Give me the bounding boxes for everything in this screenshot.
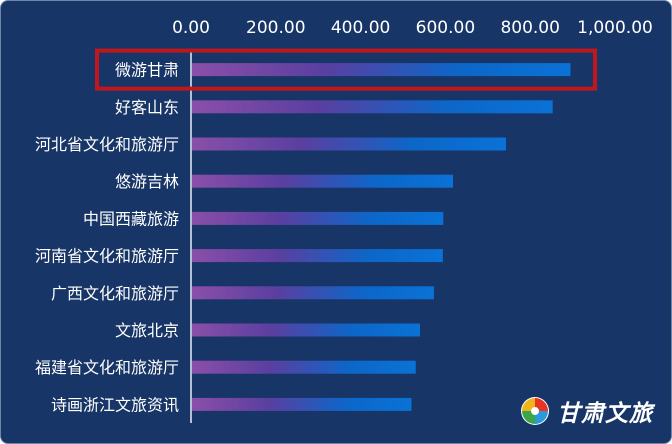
category-label: 微游甘肃 <box>115 61 179 80</box>
x-tick-label: 800.00 <box>500 18 559 38</box>
category-label: 悠游吉林 <box>115 172 179 191</box>
category-label: 中国西藏旅游 <box>83 209 179 228</box>
x-tick-label: 0.00 <box>172 18 210 38</box>
watermark-text: 甘肃文旅 <box>557 400 653 427</box>
bar <box>192 63 571 77</box>
bar <box>192 100 553 114</box>
x-tick-label: 400.00 <box>331 18 390 38</box>
highlight-box <box>95 48 597 91</box>
x-tick-label: 1,000.00 <box>577 18 653 38</box>
bar <box>192 137 507 151</box>
bar <box>192 397 412 411</box>
bar <box>192 249 443 263</box>
category-label: 广西文化和旅游厅 <box>51 284 179 303</box>
category-label: 河南省文化和旅游厅 <box>35 247 179 266</box>
bar <box>192 174 454 188</box>
bar <box>192 211 444 225</box>
bar <box>192 360 416 374</box>
logo-icon <box>521 397 549 425</box>
x-tick-label: 200.00 <box>246 18 305 38</box>
bar <box>192 286 434 300</box>
watermark-logo: 甘肃文旅 <box>519 393 653 429</box>
x-tick-label: 600.00 <box>416 18 475 38</box>
category-label: 诗画浙江文旅资讯 <box>51 395 179 414</box>
category-label: 文旅北京 <box>115 321 179 340</box>
category-label: 福建省文化和旅游厅 <box>35 358 179 377</box>
category-label: 好客山东 <box>115 98 179 117</box>
category-label: 河北省文化和旅游厅 <box>35 135 179 154</box>
bar <box>192 323 420 337</box>
